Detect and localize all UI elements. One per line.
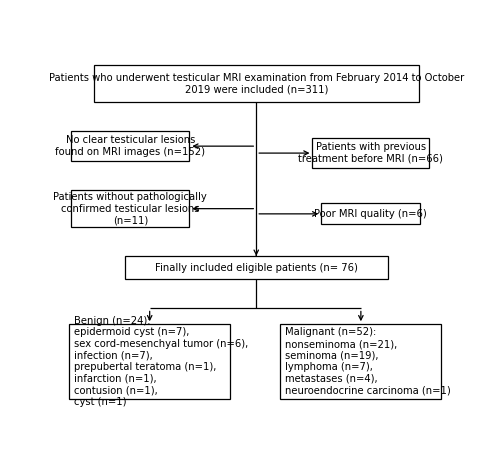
Text: Malignant (n=52):
nonseminoma (n=21),
seminoma (n=19),
lymphoma (n=7),
metastase: Malignant (n=52): nonseminoma (n=21), se… — [285, 327, 451, 396]
FancyBboxPatch shape — [71, 190, 190, 227]
FancyBboxPatch shape — [124, 256, 388, 280]
Text: Patients who underwent testicular MRI examination from February 2014 to October
: Patients who underwent testicular MRI ex… — [48, 73, 464, 94]
FancyBboxPatch shape — [70, 324, 230, 399]
FancyBboxPatch shape — [94, 65, 419, 102]
FancyBboxPatch shape — [280, 324, 442, 399]
FancyBboxPatch shape — [321, 203, 420, 224]
Text: Poor MRI quality (n=6): Poor MRI quality (n=6) — [314, 209, 427, 219]
FancyBboxPatch shape — [71, 131, 190, 161]
Text: Benign (n=24):
epidermoid cyst (n=7),
sex cord-mesenchyal tumor (n=6),
infection: Benign (n=24): epidermoid cyst (n=7), se… — [74, 316, 248, 407]
FancyBboxPatch shape — [312, 138, 428, 168]
Text: No clear testicular lesions
found on MRI images (n=152): No clear testicular lesions found on MRI… — [56, 135, 206, 157]
Text: Patients without pathologically
confirmed testicular lesions
(n=11): Patients without pathologically confirme… — [54, 192, 207, 225]
Text: Patients with previous
treatment before MRI (n=66): Patients with previous treatment before … — [298, 143, 443, 164]
Text: Finally included eligible patients (n= 76): Finally included eligible patients (n= 7… — [155, 262, 358, 273]
